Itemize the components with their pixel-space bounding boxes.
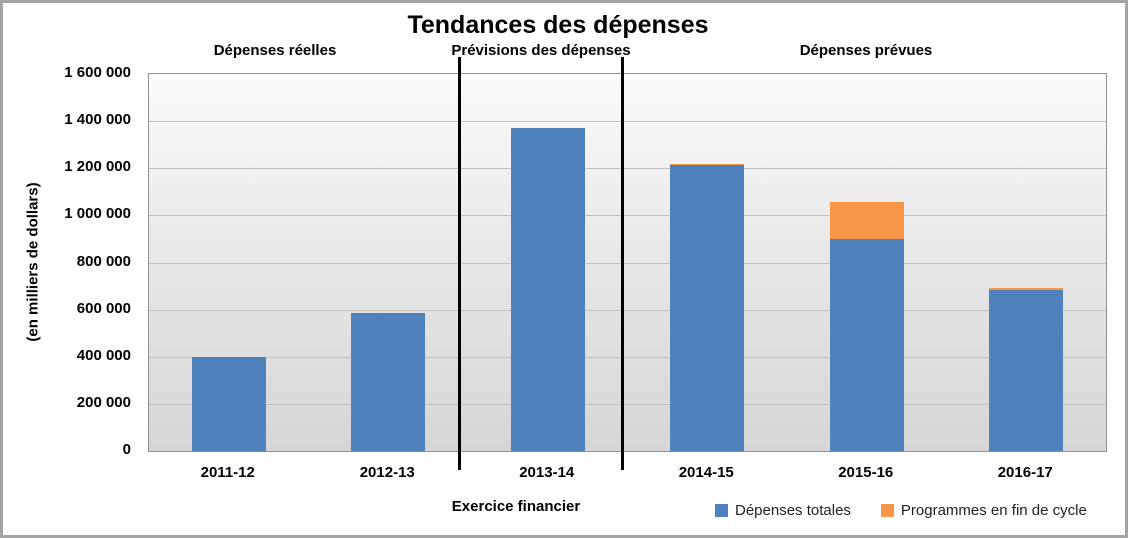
y-tick-label-0: 0 xyxy=(122,441,131,458)
bar-stack-2016-17 xyxy=(989,74,1064,451)
bar-segment-2014-15-series-0 xyxy=(670,164,745,451)
bar-segment-2016-17-series-1 xyxy=(989,288,1064,290)
y-tick-label-4: 800 000 xyxy=(76,252,131,270)
y-tick-label-2: 400 000 xyxy=(76,346,131,364)
bar-stack-2014-15 xyxy=(670,74,745,451)
bar-segment-2013-14-series-0 xyxy=(510,128,585,451)
legend-item-programmes-fin-de-cycle: Programmes en fin de cycle xyxy=(880,502,1087,519)
section-label-depenses-prevues: Dépenses prévues xyxy=(799,42,933,59)
bar-stack-2011-12 xyxy=(191,74,266,451)
x-axis-title: Exercice financier xyxy=(451,498,581,515)
y-tick-label-8: 1 600 000 xyxy=(64,64,131,81)
bar-segment-2016-17-series-0 xyxy=(989,289,1064,451)
gridline-1 xyxy=(149,403,1106,405)
bar-group-2015-16 xyxy=(787,74,947,451)
section-label-depenses-reelles: Dépenses réelles xyxy=(213,42,337,59)
legend-item-depenses-totales: Dépenses totales xyxy=(715,502,851,519)
gridline-7 xyxy=(149,121,1106,123)
legend-swatch-orange-icon xyxy=(880,504,894,517)
y-tick-label-6: 1 200 000 xyxy=(64,158,131,176)
x-tick-label-2012-13: 2012-13 xyxy=(359,464,415,481)
legend-label-depenses-totales: Dépenses totales xyxy=(735,502,851,519)
legend-label-programmes-fin-de-cycle: Programmes en fin de cycle xyxy=(900,502,1087,519)
x-tick-label-2013-14: 2013-14 xyxy=(519,464,575,481)
bar-segment-2014-15-series-1 xyxy=(670,163,745,165)
y-tick-label-3: 600 000 xyxy=(76,299,131,317)
bar-segment-2015-16-series-0 xyxy=(829,238,904,451)
bar-segment-2011-12-series-0 xyxy=(191,356,266,451)
bar-stack-2013-14 xyxy=(510,74,585,451)
section-divider-1 xyxy=(458,57,461,470)
bar-segment-2015-16-series-1 xyxy=(829,202,904,239)
bar-stack-2015-16 xyxy=(829,74,904,451)
section-divider-2 xyxy=(621,57,624,470)
y-tick-label-1: 200 000 xyxy=(76,393,131,411)
y-axis-tick-labels: 0 200 000 400 000 600 000 800 000 1 000 000 1 … xyxy=(3,64,131,458)
plot-area xyxy=(148,73,1107,452)
y-tick-label-5: 1 000 000 xyxy=(64,205,131,223)
section-label-previsions-des-depenses: Prévisions des dépenses xyxy=(451,42,631,59)
legend-swatch-blue-icon xyxy=(715,504,728,517)
gridline-6 xyxy=(149,168,1106,170)
bar-group-2011-12 xyxy=(149,74,309,451)
y-tick-label-7: 1 400 000 xyxy=(64,111,131,129)
x-tick-label-2016-17: 2016-17 xyxy=(997,464,1053,481)
x-axis-tick-labels: 2011-12 2012-13 2013-14 2014-15 2015-16 2016-… xyxy=(148,464,1107,484)
gridline-3 xyxy=(149,309,1106,311)
bar-group-2013-14 xyxy=(468,74,628,451)
x-tick-label-2011-12: 2011-12 xyxy=(200,464,255,481)
x-tick-label-2015-16: 2015-16 xyxy=(838,464,894,481)
bar-segment-2012-13-series-0 xyxy=(351,313,426,451)
x-tick-label-2014-15: 2014-15 xyxy=(678,464,734,481)
bar-group-2012-13 xyxy=(309,74,469,451)
gridline-2 xyxy=(149,356,1106,358)
gridline-4 xyxy=(149,262,1106,264)
legend: Dépenses totales Programmes en fin de cy… xyxy=(715,502,1087,519)
bar-stack-2012-13 xyxy=(351,74,426,451)
bar-group-2016-17 xyxy=(947,74,1107,451)
bar-group-2014-15 xyxy=(628,74,788,451)
chart-title: Tendances des dépenses xyxy=(407,11,709,39)
gridline-5 xyxy=(149,215,1106,217)
